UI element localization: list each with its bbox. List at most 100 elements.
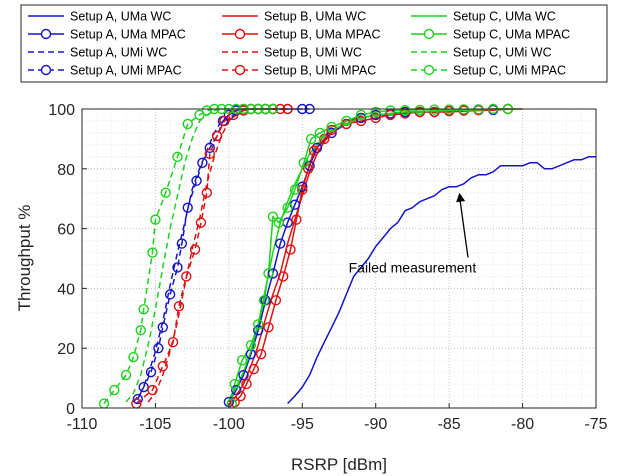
series-marker xyxy=(326,127,337,139)
series-marker xyxy=(326,121,337,133)
legend-box xyxy=(20,4,608,83)
y-tick-label: 100 xyxy=(48,102,75,119)
x-axis-label: RSRP [dBm] xyxy=(291,455,387,474)
series-marker xyxy=(147,384,158,396)
x-tick-label: -90 xyxy=(364,416,387,433)
series-marker xyxy=(235,390,246,402)
series-marker xyxy=(291,214,302,225)
series-marker xyxy=(267,211,279,222)
series-marker xyxy=(194,109,205,121)
plot-background xyxy=(82,109,596,408)
series-marker xyxy=(355,109,367,121)
series-marker xyxy=(399,104,411,116)
annotation-arrow-line xyxy=(458,195,469,258)
legend-marker-5 xyxy=(234,28,246,40)
y-tick-label: 0 xyxy=(66,401,75,418)
series-marker xyxy=(191,175,202,186)
plot-frame xyxy=(81,108,597,409)
series-marker xyxy=(267,268,279,279)
series-marker xyxy=(385,109,396,121)
series-marker xyxy=(157,322,168,333)
series-marker xyxy=(277,271,289,282)
annotation: Failed measurement xyxy=(349,192,477,275)
series-marker xyxy=(138,304,149,315)
series-marker xyxy=(219,115,230,127)
series-marker xyxy=(172,262,183,273)
legend-label-8: Setup C, UMa WC xyxy=(453,10,556,24)
series-marker xyxy=(270,295,282,306)
series-marker xyxy=(385,105,396,116)
series-marker xyxy=(236,354,248,366)
series-marker xyxy=(204,148,215,160)
series-marker xyxy=(172,151,183,163)
series-marker xyxy=(245,340,257,351)
axis-ticks: -110 -105 -100 -95 -90 -85 -80 -75 0 20 40 60 80 100 xyxy=(48,102,607,433)
legend-marker-9 xyxy=(423,28,435,40)
series-marker xyxy=(157,360,168,372)
series-marker xyxy=(263,268,274,279)
series-marker xyxy=(355,115,367,127)
x-tick-label: -80 xyxy=(511,416,534,433)
plot-area xyxy=(81,103,597,409)
legend-label-0: Setup A, UMa WC xyxy=(70,10,171,24)
legend-label-11: Setup C, UMi MPAC xyxy=(453,64,566,78)
series-marker xyxy=(341,118,352,130)
series-marker xyxy=(429,104,440,115)
series-marker xyxy=(120,369,132,381)
series-marker xyxy=(311,142,323,154)
series-marker xyxy=(253,325,264,336)
x-tick-label: -95 xyxy=(291,416,314,433)
series-marker xyxy=(204,142,215,154)
series-marker xyxy=(164,289,176,300)
legend-label-1: Setup A, UMa MPAC xyxy=(70,28,186,42)
legend-label-6: Setup B, UMi WC xyxy=(264,46,362,60)
y-tick-label: 20 xyxy=(57,341,75,358)
series-marker xyxy=(289,184,301,195)
legend-label-4: Setup B, UMa WC xyxy=(264,10,366,24)
y-tick-label: 80 xyxy=(57,162,75,179)
series-markers xyxy=(98,103,514,409)
series-marker xyxy=(255,348,267,360)
series-marker xyxy=(282,202,293,213)
series-marker xyxy=(285,244,296,255)
series-marker xyxy=(314,127,326,139)
series-marker xyxy=(305,133,317,145)
series-marker xyxy=(132,393,144,405)
series-marker xyxy=(297,184,308,195)
series-marker xyxy=(201,105,213,116)
x-tick-label: -75 xyxy=(584,416,607,433)
series-marker xyxy=(181,271,192,282)
series-marker xyxy=(443,104,455,115)
legend-marker-3 xyxy=(40,64,52,76)
legend-marker-7 xyxy=(234,64,246,76)
series-marker xyxy=(182,202,193,213)
x-tick-label: -105 xyxy=(139,416,171,433)
series-marker xyxy=(147,247,158,258)
series-marker xyxy=(414,104,425,116)
legend-label-3: Setup A, UMi MPAC xyxy=(70,64,182,78)
legend-label-9: Setup C, UMa MPAC xyxy=(453,28,570,42)
series-marker xyxy=(153,343,164,354)
series-marker xyxy=(176,238,188,249)
series-marker xyxy=(145,366,157,378)
series-marker xyxy=(229,378,240,390)
legend-label-10: Setup C, UMi WC xyxy=(453,46,552,60)
series-marker xyxy=(128,351,139,363)
series-marker xyxy=(167,337,179,348)
legend: Setup A, UMa WC Setup A, UMa MPAC Setup A,… xyxy=(20,4,608,83)
series-marker xyxy=(370,112,381,124)
series-marker xyxy=(370,106,381,118)
y-tick-label: 40 xyxy=(57,281,75,298)
series-marker xyxy=(189,244,201,255)
series-marker xyxy=(253,319,264,330)
series-marker xyxy=(238,369,249,381)
legend-label-5: Setup B, UMa MPAC xyxy=(264,28,380,42)
annotation-text: Failed measurement xyxy=(349,259,477,275)
legend-marker-11 xyxy=(423,64,435,76)
series-marker xyxy=(150,214,161,225)
series-line-10 xyxy=(125,108,273,403)
series-marker xyxy=(273,217,284,228)
series-line-0 xyxy=(287,156,596,405)
series-marker xyxy=(197,157,208,169)
series-marker xyxy=(182,118,193,130)
